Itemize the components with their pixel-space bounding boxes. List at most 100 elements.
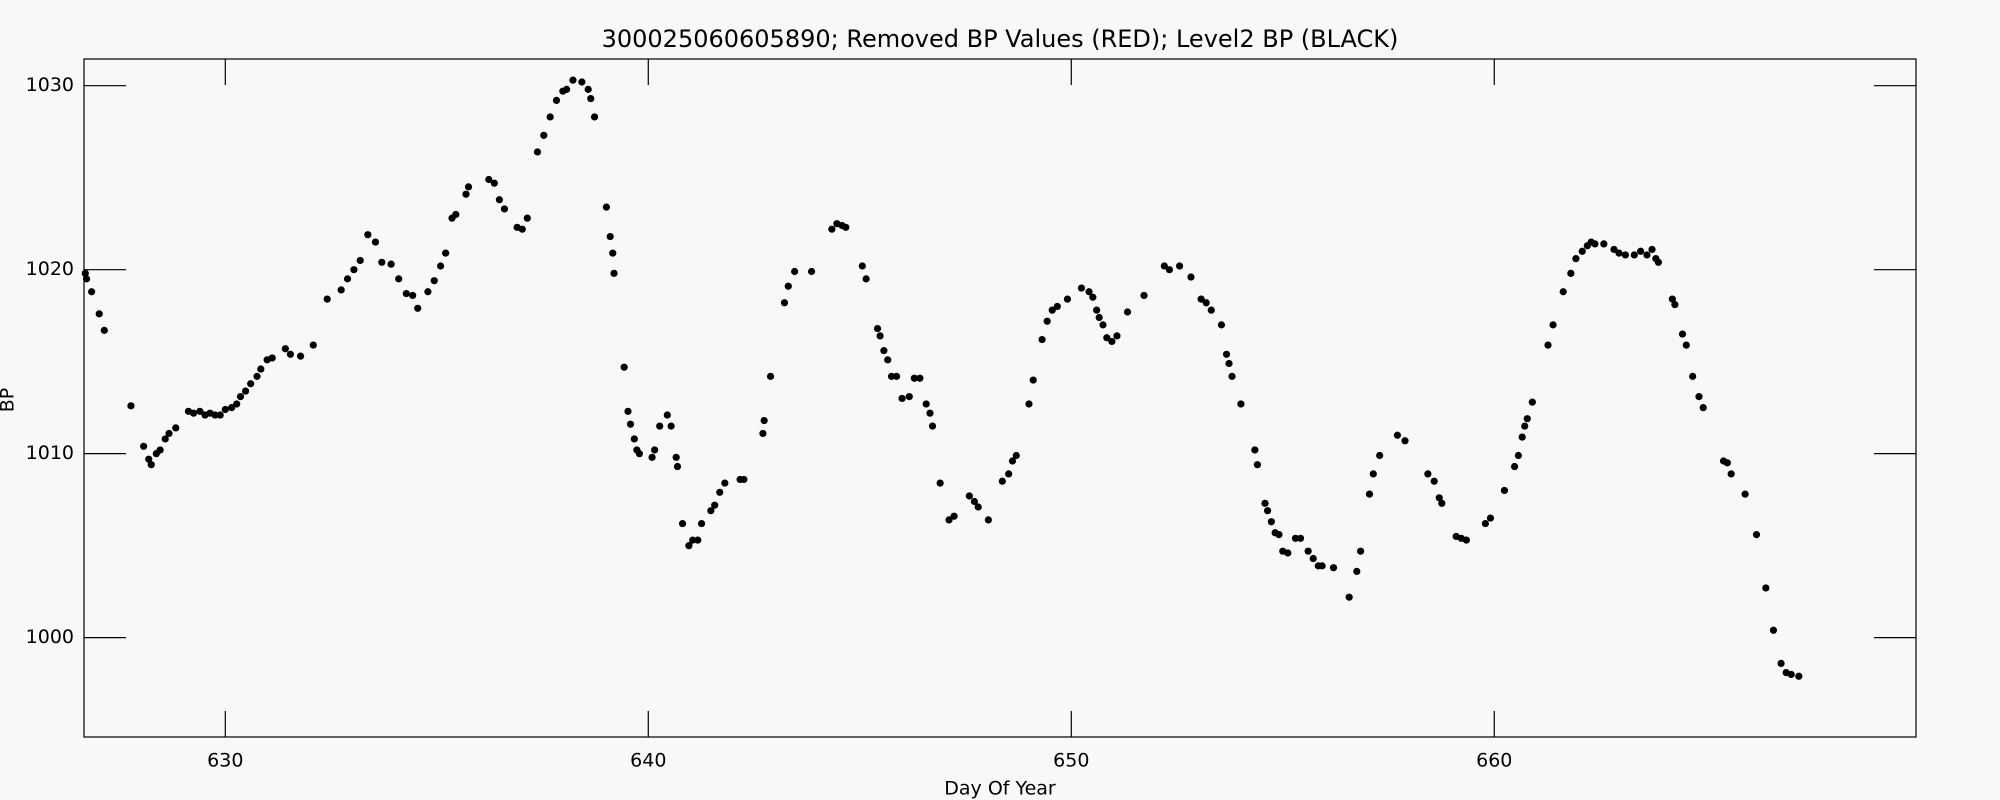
data-point	[1175, 262, 1184, 270]
data-point	[1777, 659, 1785, 668]
data-point	[721, 479, 729, 487]
data-point	[1643, 251, 1651, 259]
data-point	[873, 324, 882, 333]
data-point	[1699, 404, 1707, 412]
data-point	[247, 380, 255, 388]
data-point	[378, 258, 386, 266]
data-point	[523, 214, 531, 222]
data-point	[1671, 301, 1679, 309]
x-tick-label: 630	[207, 750, 243, 772]
data-point	[430, 277, 438, 285]
data-point	[1682, 341, 1690, 349]
data-point	[1187, 273, 1195, 281]
data-point	[1521, 422, 1529, 430]
data-point	[766, 372, 775, 380]
data-point	[1752, 531, 1761, 539]
data-point	[1500, 486, 1509, 495]
x-tick-label: 660	[1476, 750, 1512, 772]
data-point	[590, 113, 599, 121]
data-point	[1263, 507, 1272, 515]
data-point	[1048, 306, 1056, 314]
data-point	[1008, 457, 1017, 465]
data-point	[1197, 295, 1205, 303]
data-point	[1228, 372, 1236, 380]
data-point	[364, 231, 372, 239]
data-point	[1393, 431, 1402, 439]
data-point	[1113, 332, 1121, 340]
data-point	[842, 223, 850, 231]
data-point	[791, 267, 799, 276]
data-point	[1253, 461, 1261, 469]
data-point	[95, 310, 103, 318]
data-point	[540, 131, 548, 139]
data-point	[898, 394, 906, 403]
data-point	[402, 289, 410, 298]
data-point	[828, 225, 836, 233]
data-point	[172, 424, 180, 432]
data-point	[228, 404, 236, 412]
data-point	[1544, 341, 1552, 349]
data-point	[1549, 321, 1557, 329]
data-point	[1401, 437, 1409, 445]
data-point	[1621, 251, 1630, 259]
data-point	[1678, 330, 1687, 338]
data-point	[626, 420, 635, 428]
data-point	[759, 429, 767, 438]
data-point	[156, 446, 164, 454]
data-point	[1029, 376, 1037, 384]
data-point	[1038, 335, 1046, 344]
data-point	[395, 275, 403, 283]
data-point	[1514, 451, 1522, 460]
data-point	[1085, 288, 1093, 296]
data-point	[998, 477, 1006, 485]
data-point	[1591, 240, 1599, 248]
data-point	[569, 76, 577, 84]
data-point	[1727, 470, 1735, 478]
data-point	[635, 450, 643, 458]
data-point	[1053, 302, 1061, 311]
y-axis-label: BP	[0, 388, 19, 413]
data-point	[587, 94, 595, 103]
data-point	[100, 326, 108, 334]
data-point	[884, 356, 892, 364]
data-point	[145, 455, 153, 463]
data-point	[236, 393, 245, 401]
data-point	[1424, 470, 1432, 478]
data-point	[452, 210, 460, 219]
data-point	[495, 196, 503, 204]
data-point	[667, 422, 675, 430]
data-point	[216, 411, 224, 419]
data-point	[82, 275, 91, 283]
data-point	[286, 350, 295, 358]
data-point	[606, 232, 614, 241]
data-point	[1291, 534, 1300, 542]
data-point	[1275, 531, 1283, 539]
data-point	[281, 345, 289, 353]
data-point	[711, 501, 719, 509]
data-point	[1376, 451, 1384, 460]
data-point	[1140, 291, 1148, 300]
data-point	[656, 422, 664, 430]
data-point	[1089, 293, 1097, 301]
data-point	[1486, 514, 1495, 522]
data-point	[268, 354, 276, 362]
data-point	[1217, 321, 1226, 329]
data-point	[211, 411, 219, 419]
data-point	[1762, 584, 1770, 592]
data-point	[807, 267, 816, 276]
data-point	[518, 225, 526, 233]
data-point	[1365, 490, 1374, 498]
data-point	[533, 148, 542, 156]
data-point	[1296, 534, 1305, 542]
data-point	[1103, 334, 1111, 342]
data-point	[1615, 249, 1623, 257]
data-point	[165, 429, 173, 438]
data-point	[1435, 494, 1443, 502]
data-point	[1695, 393, 1703, 401]
data-point	[1318, 562, 1326, 570]
data-point	[1462, 536, 1470, 544]
y-tick-label: 1010	[26, 442, 74, 464]
data-point	[464, 183, 473, 191]
